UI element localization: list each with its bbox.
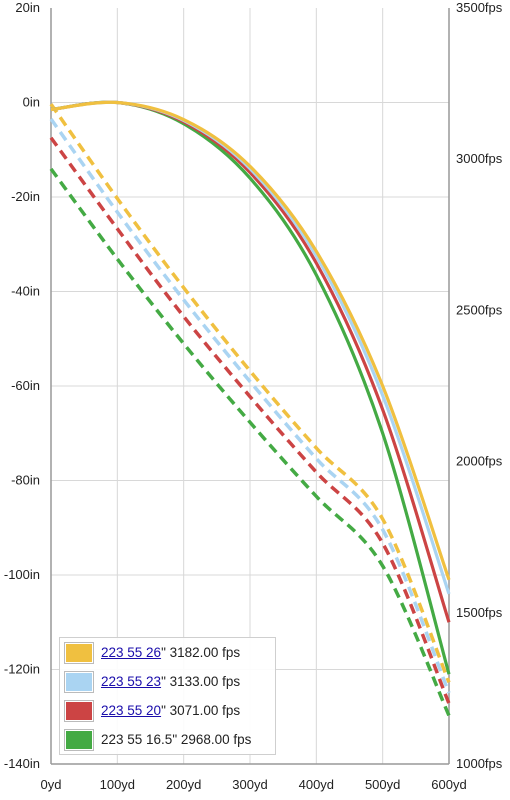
legend-swatch (65, 700, 93, 721)
y-left-tick-label: -100in (4, 567, 40, 582)
velocity-line (49, 136, 451, 705)
y-left-tick-label: -20in (11, 189, 40, 204)
y-left-tick-label: -140in (4, 756, 40, 771)
legend-item: 223 55 20 " 3071.00 fps (60, 696, 275, 725)
y-left-tick-label: -120in (4, 662, 40, 677)
y-left-tick-label: -60in (11, 378, 40, 393)
legend-swatch (65, 642, 93, 663)
legend-link[interactable]: 223 55 23 (101, 674, 162, 689)
legend-text: 223 55 16.5" 2968.00 fps (101, 732, 252, 747)
x-tick-label: 600yd (431, 777, 466, 792)
y-right-tick-label: 1500fps (456, 605, 503, 620)
velocity-line (49, 167, 451, 717)
legend: 223 55 26 " 3182.00 fps 223 55 23 " 3133.00… (59, 637, 276, 755)
velocity-line (49, 103, 451, 684)
y-left-tick-label: -40in (11, 284, 40, 299)
velocity-line (49, 117, 451, 694)
y-right-tick-label: 2500fps (456, 302, 503, 317)
series-lines (49, 100, 451, 717)
legend-swatch (65, 729, 93, 750)
y-right-tick-label: 3500fps (456, 0, 503, 15)
y-right-tick-label: 2000fps (456, 454, 503, 469)
y-left-tick-label: 0in (23, 95, 40, 110)
x-tick-label: 400yd (299, 777, 334, 792)
legend-swatch (65, 671, 93, 692)
y-right-tick-label: 1000fps (456, 756, 503, 771)
y-right-tick-label: 3000fps (456, 151, 503, 166)
legend-text: " 3071.00 fps (161, 703, 241, 718)
tick-labels: 0yd 100yd 200yd 300yd 400yd 500yd 600yd 20in 0in… (4, 0, 503, 792)
x-tick-label: 0yd (41, 777, 62, 792)
axes (50, 8, 450, 765)
legend-text: " 3182.00 fps (161, 645, 241, 660)
legend-link[interactable]: 223 55 20 (101, 703, 162, 718)
x-tick-label: 300yd (232, 777, 267, 792)
x-tick-label: 100yd (100, 777, 135, 792)
legend-text: " 3133.00 fps (161, 674, 241, 689)
y-left-tick-label: -80in (11, 473, 40, 488)
x-tick-label: 500yd (365, 777, 400, 792)
y-left-tick-label: 20in (15, 0, 40, 15)
legend-link[interactable]: 223 55 26 (101, 645, 162, 660)
legend-item: 223 55 23 " 3133.00 fps (60, 667, 275, 696)
legend-item: 223 55 16.5" 2968.00 fps (60, 725, 275, 754)
trajectory-line (50, 100, 451, 581)
legend-item: 223 55 26 " 3182.00 fps (60, 638, 275, 667)
x-tick-label: 200yd (166, 777, 201, 792)
